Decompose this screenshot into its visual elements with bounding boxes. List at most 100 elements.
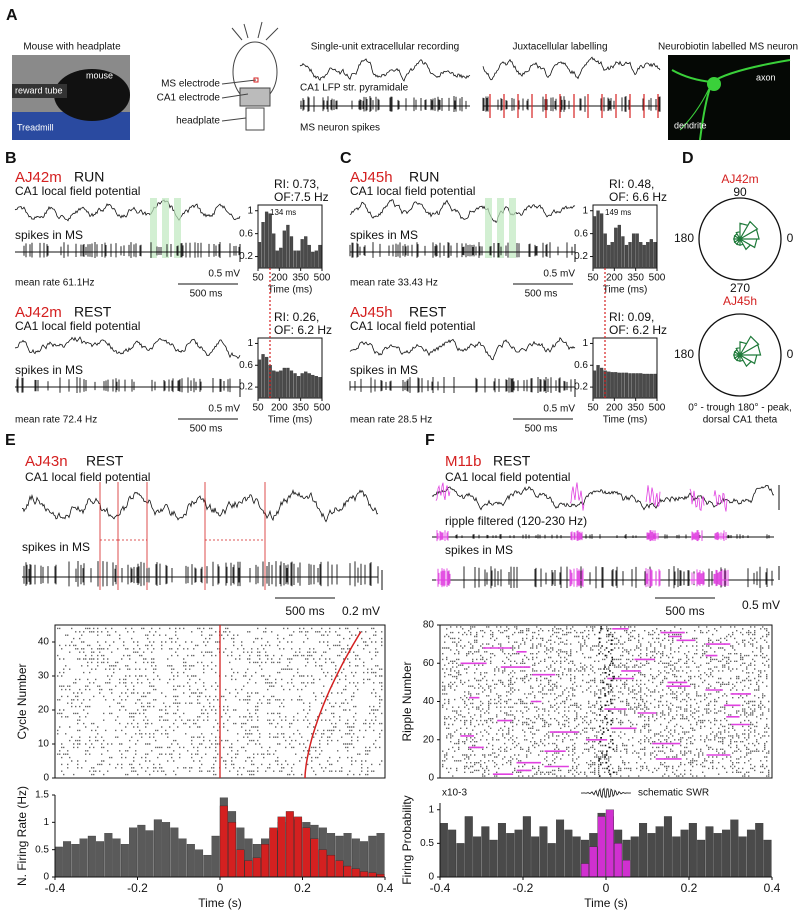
bar: [599, 213, 604, 269]
x-tick-label: 0: [217, 881, 224, 895]
bar: [286, 367, 290, 399]
swr-schematic: [580, 787, 632, 799]
x-tick-label: 200: [271, 273, 288, 284]
panel-a-spikes-label: MS neuron spikes: [300, 123, 380, 134]
y-tick-label: 0: [43, 872, 49, 883]
panel-a-mouse: mouse: [86, 70, 113, 80]
x-tick-label: 0.2: [681, 881, 698, 895]
bar: [610, 372, 614, 399]
x-tick-label: 200: [606, 273, 623, 284]
bar: [264, 356, 269, 399]
neuron-image: [668, 55, 790, 140]
animal-id: AJ42m: [15, 304, 62, 321]
spike-train: [22, 561, 379, 587]
bar: [211, 835, 220, 878]
y-tick-label: 1.5: [35, 790, 49, 801]
bar: [564, 829, 573, 878]
bar: [269, 827, 278, 878]
bar: [628, 373, 632, 399]
bar: [272, 370, 276, 399]
scale-label: 0.5 mV: [208, 404, 240, 415]
lfp-trace: [349, 199, 576, 223]
y-axis-label: Firing Probability: [400, 795, 414, 884]
spike-train: [482, 96, 661, 112]
animal-id: AJ43n: [25, 453, 68, 470]
bar: [304, 371, 308, 399]
scale-label: 500 ms: [285, 604, 324, 618]
lfp-trace: [15, 336, 241, 360]
scale-label: 0.5 mV: [208, 269, 240, 280]
bar: [286, 224, 290, 269]
bar: [628, 242, 632, 269]
bar: [481, 826, 490, 878]
bar: [293, 373, 297, 399]
x-tick-label: -0.2: [513, 881, 534, 895]
y-tick-label: 1: [247, 338, 253, 349]
bar: [596, 210, 600, 269]
annotation: RI: 0.73,: [274, 177, 319, 191]
x-tick-label: 350: [627, 273, 644, 284]
panel-a-letter: A: [6, 7, 18, 24]
y-tick-label: 0.6: [574, 360, 588, 371]
panel-letter: F: [425, 432, 435, 449]
bar: [351, 868, 360, 878]
state-label: REST: [74, 304, 112, 320]
panel-a-neuron-title: Neurobiotin labelled MS neuron: [658, 42, 798, 53]
bar: [755, 823, 764, 878]
y-tick-label: 0: [428, 872, 434, 883]
raster-dots: [57, 627, 383, 776]
annotation: RI: 0.48,: [609, 177, 654, 191]
bar: [646, 242, 650, 269]
ripple-burst: [570, 530, 583, 542]
ripple-spikes: [690, 569, 705, 587]
bar: [228, 822, 237, 878]
scale-label: 500 ms: [190, 289, 223, 300]
x-tick-label: 50: [587, 403, 599, 414]
bar: [203, 854, 212, 878]
bar: [531, 836, 540, 878]
bar: [639, 242, 643, 269]
rate-label: mean rate 61.1Hz: [15, 278, 95, 289]
polar-label: 0: [787, 347, 794, 361]
polar-label: 180: [674, 231, 694, 245]
scale-label: 0.2 mV: [342, 604, 380, 618]
headplate-diagram: [221, 21, 279, 131]
animal-id: AJ45h: [723, 294, 757, 308]
bar: [646, 373, 650, 399]
bar: [621, 372, 625, 399]
animal-id: AJ45h: [350, 169, 393, 186]
ripple-spikes: [645, 568, 661, 588]
bar: [96, 841, 105, 878]
polar-frame: [698, 197, 782, 281]
bar: [547, 843, 556, 878]
bar: [649, 373, 653, 399]
bar: [635, 233, 639, 269]
y-tick-label: 40: [423, 696, 435, 707]
bar: [649, 239, 653, 269]
x-tick-label: 0.2: [294, 881, 311, 895]
lfp-trace: [14, 199, 241, 222]
x-axis-label: Time (ms): [268, 285, 313, 296]
animal-id: AJ45h: [350, 304, 393, 321]
y-tick-label: 0.2: [239, 382, 253, 393]
spike-train: [300, 96, 470, 112]
bar: [539, 826, 548, 878]
y-tick-label: 0.5: [420, 838, 434, 849]
bar: [129, 827, 138, 878]
y-tick-label: 1: [428, 804, 434, 815]
panel-letter: E: [5, 432, 16, 449]
lfp-label: CA1 local field potential: [350, 319, 475, 333]
ripple-marks: [460, 628, 751, 775]
bar: [621, 236, 625, 269]
lfp-trace: [299, 58, 471, 82]
panel-letter: B: [5, 150, 17, 167]
bar: [635, 373, 639, 399]
bar: [285, 811, 294, 878]
bar: [335, 860, 344, 878]
ripple-burst: [646, 530, 659, 542]
bar: [605, 809, 614, 878]
lfp-label: CA1 local field potential: [15, 319, 140, 333]
bar: [343, 865, 352, 878]
x-tick-label: -0.4: [45, 881, 66, 895]
